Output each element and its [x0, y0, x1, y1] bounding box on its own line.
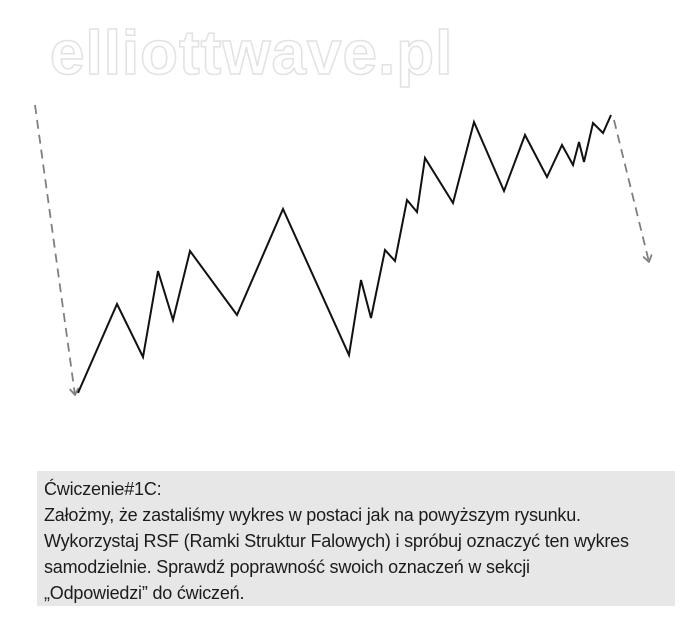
caption-title: Ćwiczenie#1C: — [44, 479, 162, 499]
watermark-text: elliottwave.pl — [49, 18, 454, 89]
price-zigzag-line — [77, 114, 612, 394]
left-dashed-arrow — [34, 104, 80, 396]
caption-line-1: Założmy, że zastaliśmy wykres w postaci … — [44, 505, 581, 525]
caption-line-3: samodzielnie. Sprawdź poprawność swoich … — [44, 557, 530, 577]
caption-line-4: „Odpowiedzi” do ćwiczeń. — [44, 583, 245, 603]
caption-line-2: Wykorzystaj RSF (Ramki Struktur Falowych… — [44, 531, 629, 551]
exercise-caption-box: Ćwiczenie#1C: Założmy, że zastaliśmy wyk… — [37, 471, 675, 606]
zigzag-chart — [34, 104, 653, 396]
right-dashed-arrow — [613, 119, 653, 263]
